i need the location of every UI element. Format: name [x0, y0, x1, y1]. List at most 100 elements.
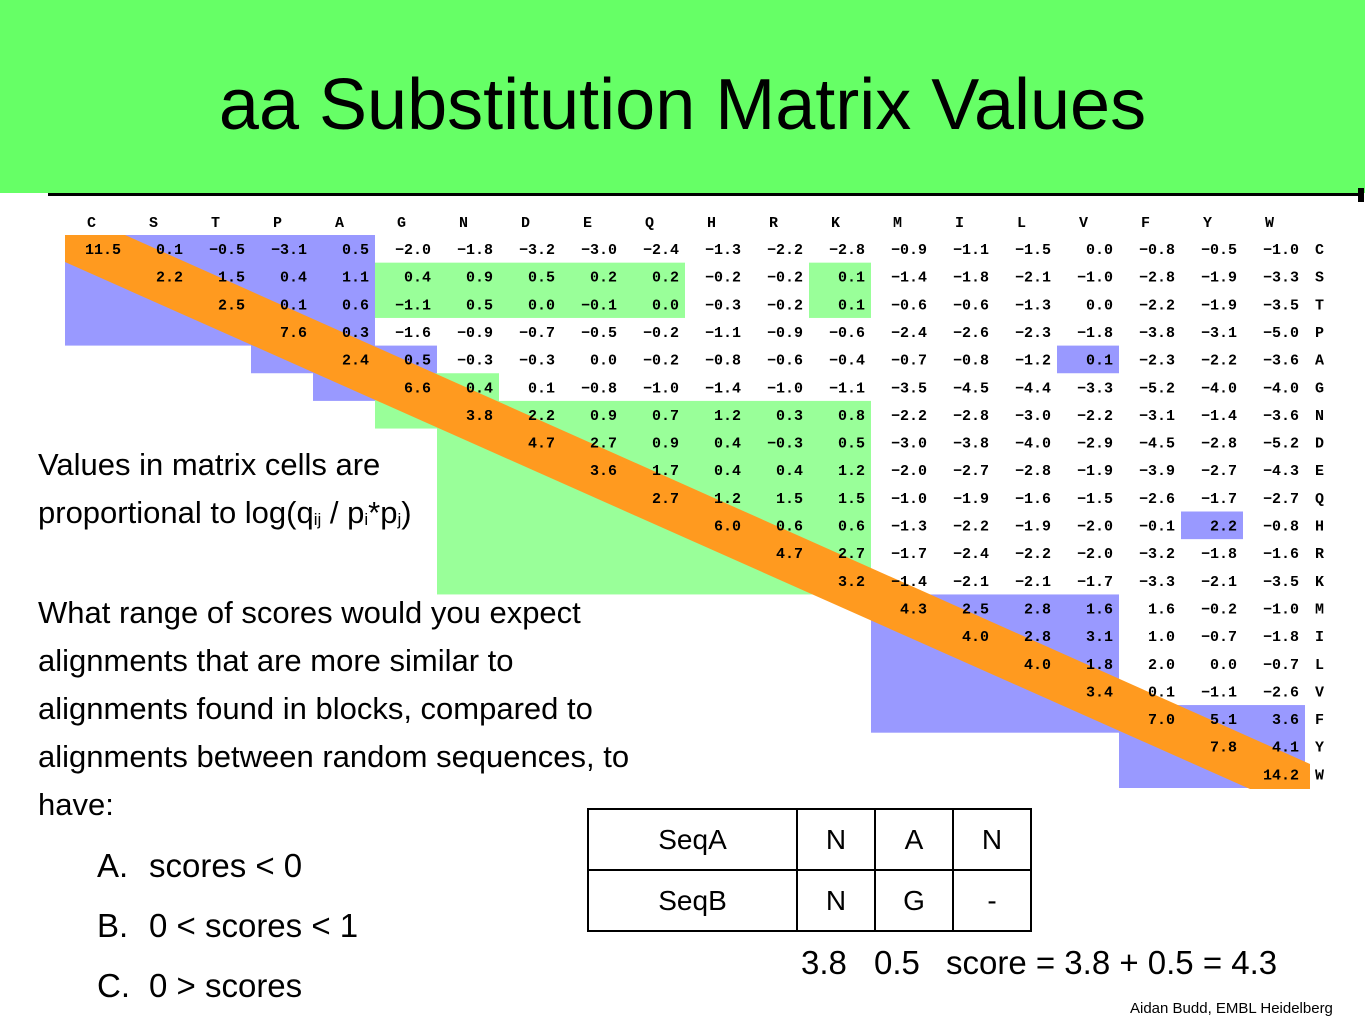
matrix-cell: −0.7	[519, 325, 555, 342]
matrix-cell: −3.1	[1201, 325, 1237, 342]
matrix-cell: −3.5	[1263, 297, 1299, 314]
matrix-cell: −3.3	[1263, 270, 1299, 287]
matrix-cell: −4.4	[1015, 380, 1051, 397]
matrix-cell: 7.6	[280, 325, 307, 342]
pair-score: 3.8	[801, 944, 847, 981]
matrix-cell: 0.1	[280, 297, 307, 314]
diagonal-band	[65, 235, 1310, 789]
matrix-cell: 1.2	[714, 408, 741, 425]
matrix-cell: −0.8	[1263, 519, 1299, 536]
matrix-cell: 0.1	[838, 297, 865, 314]
header-divider-tick	[1358, 188, 1364, 202]
matrix-cell: −0.3	[457, 353, 493, 370]
row-header: M	[1315, 601, 1324, 618]
matrix-cell: −2.2	[891, 408, 927, 425]
matrix-cell: −1.2	[1015, 353, 1051, 370]
matrix-cell: −2.2	[767, 242, 803, 259]
matrix-cell: −2.7	[953, 463, 989, 480]
header-divider	[48, 193, 1360, 196]
matrix-cell: 2.5	[218, 297, 245, 314]
row-header: Y	[1315, 740, 1324, 757]
column-header: N	[459, 215, 468, 232]
column-header: F	[1141, 215, 1150, 232]
matrix-cell: −2.0	[395, 242, 431, 259]
matrix-cell: −0.6	[829, 325, 865, 342]
row-header: I	[1315, 629, 1324, 646]
matrix-cell: 4.7	[776, 546, 803, 563]
matrix-cell: 2.2	[528, 408, 555, 425]
matrix-cell: 6.6	[404, 380, 431, 397]
blue-cell	[1181, 511, 1243, 540]
matrix-cell: −0.2	[643, 325, 679, 342]
matrix-cell: −4.0	[1201, 380, 1237, 397]
matrix-cell: −4.3	[1263, 463, 1299, 480]
matrix-cell: −0.3	[519, 353, 555, 370]
matrix-cell: −5.2	[1139, 380, 1175, 397]
matrix-cell: −1.9	[953, 491, 989, 508]
option-text: 0 > scores	[149, 967, 303, 1004]
matrix-cell: 0.0	[652, 297, 679, 314]
row-header: Q	[1315, 491, 1324, 508]
matrix-cell: −1.4	[891, 270, 927, 287]
matrix-cell: 0.5	[466, 297, 493, 314]
matrix-cell: −2.4	[953, 546, 989, 563]
matrix-cell: 0.1	[1086, 353, 1113, 370]
matrix-cell: 0.8	[838, 408, 865, 425]
row-header: F	[1315, 712, 1324, 729]
residue-cell: N	[796, 808, 876, 871]
question-line: alignments that are more similar to	[38, 643, 514, 678]
matrix-cell: −1.1	[395, 297, 431, 314]
residue-cell: G	[874, 869, 954, 932]
matrix-cell: −2.6	[1263, 684, 1299, 701]
matrix-cell: 4.3	[900, 601, 927, 618]
matrix-cell: 0.7	[652, 408, 679, 425]
matrix-cell: −5.0	[1263, 325, 1299, 342]
matrix-cell: −2.1	[1015, 270, 1051, 287]
matrix-cell: −4.5	[953, 380, 989, 397]
matrix-cell: −2.8	[1015, 463, 1051, 480]
matrix-cell: 0.1	[838, 270, 865, 287]
matrix-cell: −5.2	[1263, 436, 1299, 453]
matrix-cell: −0.1	[1139, 519, 1175, 536]
matrix-cell: 2.5	[962, 601, 989, 618]
row-header: A	[1315, 353, 1324, 370]
matrix-cell: −2.7	[1263, 491, 1299, 508]
matrix-cell: −0.2	[767, 297, 803, 314]
pair-score: 0.5	[874, 944, 920, 981]
table-row: SeqA N A N	[587, 808, 1032, 871]
column-header: G	[397, 215, 406, 232]
matrix-cell: −1.8	[1201, 546, 1237, 563]
matrix-cell: 1.2	[714, 491, 741, 508]
matrix-cell: 0.1	[1148, 684, 1175, 701]
matrix-cell: 2.2	[156, 270, 183, 287]
question-line: What range of scores would you expect	[38, 595, 581, 630]
matrix-cell: 0.1	[156, 242, 183, 259]
matrix-cell: 0.6	[838, 519, 865, 536]
matrix-cell: −3.9	[1139, 463, 1175, 480]
matrix-cell: 0.4	[714, 463, 741, 480]
matrix-cell: 2.8	[1024, 629, 1051, 646]
matrix-cell: −1.4	[705, 380, 741, 397]
matrix-cell: −3.1	[271, 242, 307, 259]
matrix-cell: −0.2	[1201, 601, 1237, 618]
matrix-cell: −1.5	[1015, 242, 1051, 259]
matrix-cell: −1.7	[1201, 491, 1237, 508]
slide-title: aa Substitution Matrix Values	[218, 65, 1147, 145]
matrix-cell: 3.6	[590, 463, 617, 480]
matrix-cell: 0.4	[280, 270, 307, 287]
matrix-cell: 2.7	[652, 491, 679, 508]
matrix-cell: 0.0	[1086, 297, 1113, 314]
matrix-cell: −1.9	[1015, 519, 1051, 536]
matrix-cell: −0.2	[643, 353, 679, 370]
matrix-cell: 0.5	[528, 270, 555, 287]
row-header: G	[1315, 380, 1324, 397]
matrix-cell: −2.2	[953, 519, 989, 536]
matrix-cell: 1.5	[838, 491, 865, 508]
matrix-cell: −3.6	[1263, 408, 1299, 425]
matrix-cell: 7.8	[1210, 740, 1237, 757]
row-header: R	[1315, 546, 1324, 563]
matrix-cell: −3.5	[1263, 574, 1299, 591]
matrix-cell: 1.5	[218, 270, 245, 287]
matrix-cell: −1.1	[705, 325, 741, 342]
matrix-cell: −1.0	[891, 491, 927, 508]
